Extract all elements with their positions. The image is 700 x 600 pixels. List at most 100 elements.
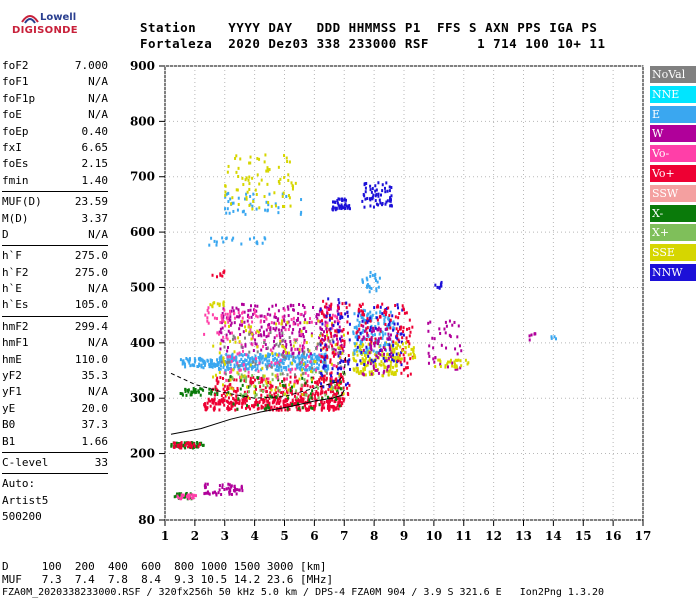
echo-point: [376, 318, 379, 322]
echo-point: [382, 356, 385, 360]
echo-point: [386, 368, 389, 372]
echo-point: [237, 315, 240, 319]
echo-point: [241, 345, 244, 349]
echo-point: [248, 161, 251, 165]
echo-point: [397, 329, 400, 333]
echo-point: [371, 333, 374, 337]
echo-point: [259, 356, 262, 360]
echo-point: [241, 383, 244, 387]
echo-point: [251, 332, 254, 336]
echo-point: [433, 360, 436, 364]
echo-point: [251, 361, 254, 365]
echo-point: [296, 354, 299, 358]
echo-point: [305, 365, 308, 369]
echo-point: [364, 350, 367, 354]
echo-point: [287, 403, 290, 407]
echo-point: [264, 153, 267, 157]
echo-point: [289, 339, 292, 343]
echo-point: [382, 371, 385, 375]
echo-point: [239, 157, 242, 161]
echo-point: [362, 328, 365, 332]
echo-point: [248, 350, 251, 354]
echo-point: [249, 407, 252, 411]
echo-point: [277, 344, 280, 348]
echo-point: [362, 370, 365, 374]
echo-point: [336, 367, 339, 371]
echo-point: [185, 356, 188, 360]
echo-point: [260, 397, 263, 401]
echo-point: [222, 357, 225, 361]
echo-point: [197, 444, 200, 448]
echo-point: [277, 317, 280, 321]
echo-point: [215, 243, 218, 247]
echo-point: [282, 349, 285, 353]
echo-point: [255, 343, 258, 347]
echo-point: [228, 490, 231, 494]
echo-point: [228, 378, 231, 382]
echo-point: [265, 328, 268, 332]
echo-point: [321, 327, 324, 331]
param-row: foF1p N/A: [2, 91, 108, 107]
echo-point: [302, 366, 305, 370]
echo-point: [246, 190, 249, 194]
echo-point: [446, 362, 449, 366]
echo-point: [327, 297, 330, 301]
param-name: C-level: [2, 455, 49, 469]
echo-point: [222, 300, 225, 304]
echo-point: [218, 351, 221, 355]
echo-point: [390, 351, 393, 355]
x-tick-label: 5: [280, 529, 288, 543]
echo-point: [411, 325, 414, 329]
echo-point: [277, 179, 280, 183]
echo-point: [287, 320, 290, 324]
echo-point: [363, 363, 366, 367]
echo-point: [314, 392, 317, 396]
echo-point: [309, 401, 312, 405]
echo-point: [324, 361, 327, 365]
echo-point: [391, 355, 394, 359]
echo-point: [270, 388, 273, 392]
echo-point: [459, 366, 462, 370]
x-tick-label: 16: [605, 529, 622, 543]
echo-point: [318, 370, 321, 374]
echo-point: [284, 366, 287, 370]
echo-point: [227, 387, 230, 391]
echo-point: [314, 370, 317, 374]
echo-point: [224, 312, 227, 316]
echo-point: [276, 386, 279, 390]
echo-point: [397, 316, 400, 320]
echo-point: [293, 373, 296, 377]
echo-point: [342, 379, 345, 383]
x-tick-label: 17: [635, 529, 652, 543]
param-row: yE 20.0: [2, 401, 108, 417]
echo-point: [371, 326, 374, 330]
echo-point: [342, 399, 345, 403]
echo-point: [372, 364, 375, 368]
echo-point: [528, 334, 531, 338]
echo-point: [231, 201, 234, 205]
echo-point: [202, 443, 205, 447]
echo-point: [389, 326, 392, 330]
echo-point: [273, 321, 276, 325]
param-name: B1: [2, 434, 16, 448]
echo-point: [179, 497, 182, 501]
echo-point: [311, 353, 314, 357]
footer-muf-row: MUF 7.3 7.4 7.8 8.4 9.3 10.5 14.2 23.6 […: [2, 573, 334, 586]
echo-point: [241, 302, 244, 306]
echo-point: [402, 333, 405, 337]
echo-point: [332, 205, 335, 209]
echo-point: [304, 404, 307, 408]
echo-point: [405, 336, 408, 340]
echo-point: [444, 331, 447, 335]
echo-point: [252, 360, 255, 364]
echo-point: [247, 367, 250, 371]
echo-point: [339, 380, 342, 384]
echo-point: [321, 406, 324, 410]
param-value: N/A: [88, 282, 108, 296]
echo-point: [304, 407, 307, 411]
echo-point: [336, 342, 339, 346]
echo-point: [366, 320, 369, 324]
param-row: fmin 1.40: [2, 173, 108, 189]
echo-point: [231, 404, 234, 408]
echo-point: [302, 355, 305, 359]
